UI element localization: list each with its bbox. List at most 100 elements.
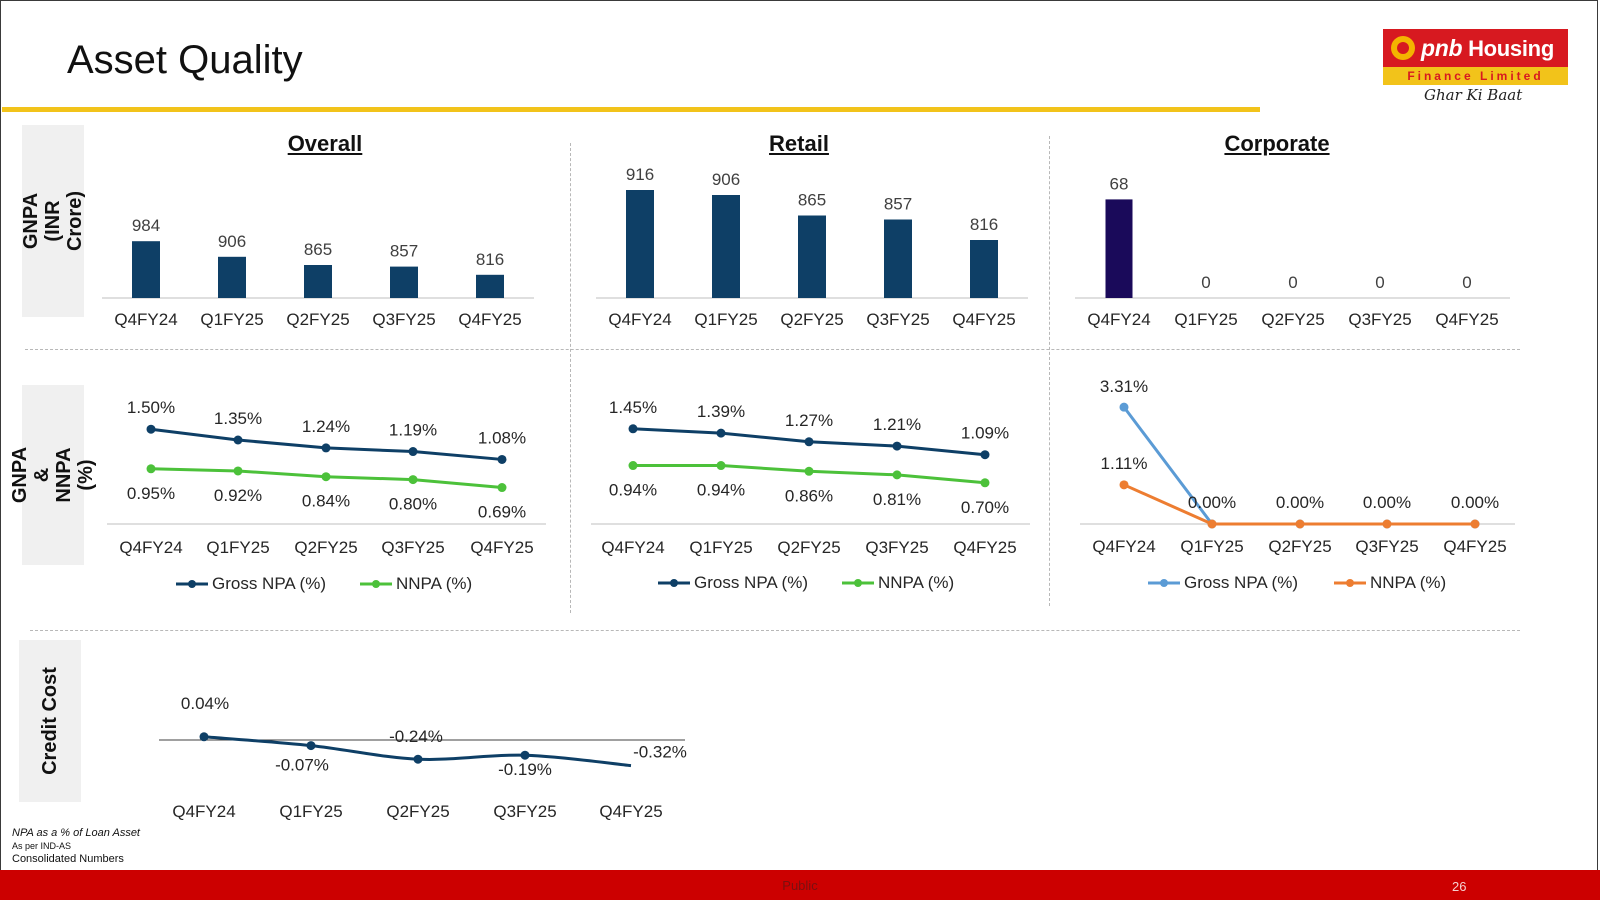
overall_npa-legend-marker — [188, 580, 196, 588]
overall_npa-tick-label: Q3FY25 — [381, 538, 444, 557]
overall_gnpa-data-label: 906 — [218, 232, 246, 251]
retail_gnpa-data-label: 816 — [970, 215, 998, 234]
overall_npa-point — [146, 424, 156, 434]
row-divider-1 — [25, 349, 1520, 350]
classification-label: Public — [782, 878, 818, 893]
overall_gnpa-bar — [476, 274, 504, 298]
retail_gnpa-data-label: 865 — [798, 191, 826, 210]
overall_npa-data-label: 1.19% — [389, 421, 437, 440]
overall_gnpa-data-label: 865 — [304, 240, 332, 259]
credit_cost-point — [520, 750, 530, 760]
overall_gnpa-tick-label: Q4FY24 — [114, 310, 177, 329]
retail_npa-legend-marker — [854, 579, 862, 587]
corporate_gnpa-bar — [1105, 199, 1133, 298]
page-number: 26 — [1452, 879, 1467, 894]
row-label-credit-cost: Credit Cost — [19, 640, 81, 802]
credit_cost-data-label: -0.07% — [275, 756, 329, 775]
overall_npa-tick-label: Q4FY25 — [470, 538, 533, 557]
retail_npa-point — [716, 428, 726, 438]
retail_gnpa-bar — [884, 219, 912, 298]
retail_npa-tick-label: Q4FY24 — [601, 538, 664, 557]
corporate_npa-tick-label: Q1FY25 — [1180, 537, 1243, 556]
retail_gnpa-data-label: 906 — [712, 170, 740, 189]
corporate_gnpa-data-label: 68 — [1110, 174, 1129, 193]
corporate_gnpa-data-label: 0 — [1201, 273, 1210, 292]
corporate_npa-tick-label: Q4FY25 — [1443, 537, 1506, 556]
retail_npa-data-label: 0.94% — [609, 481, 657, 500]
row-label-npa-pct: GNPA & NNPA (%) — [9, 385, 97, 565]
credit_cost-point — [306, 741, 316, 751]
retail_npa-point — [804, 466, 814, 476]
retail_npa-tick-label: Q4FY25 — [953, 538, 1016, 557]
retail_gnpa-tick-label: Q1FY25 — [694, 310, 757, 329]
overall_npa-data-label: 1.50% — [127, 398, 175, 417]
corporate_gnpa-data-label: 0 — [1462, 273, 1471, 292]
overall_npa-data-label: 0.84% — [302, 492, 350, 511]
credit_cost-point — [199, 732, 209, 742]
corporate_npa-point — [1119, 402, 1129, 412]
corporate_npa-legend-marker — [1346, 579, 1354, 587]
col-divider-2 — [1049, 136, 1050, 606]
corporate_npa-data-label: 1.11% — [1101, 454, 1148, 473]
credit_cost-point — [413, 754, 423, 764]
overall_npa-data-label: 0.95% — [127, 484, 175, 503]
overall_gnpa-tick-label: Q3FY25 — [372, 310, 435, 329]
overall_npa-legend-label: Gross NPA (%) — [212, 574, 326, 593]
retail_npa-data-label: 0.70% — [961, 498, 1009, 517]
overall_npa-point — [321, 472, 331, 482]
retail_gnpa-tick-label: Q4FY25 — [952, 310, 1015, 329]
corporate_npa-tick-label: Q3FY25 — [1355, 537, 1418, 556]
corporate_npa-data-label: 0.00% — [1363, 493, 1411, 512]
credit_cost-tick-label: Q1FY25 — [279, 802, 342, 821]
credit_cost-tick-label: Q3FY25 — [493, 802, 556, 821]
overall_npa-data-label: 0.80% — [389, 495, 437, 514]
credit_cost-tick-label: Q4FY24 — [172, 802, 235, 821]
overall_npa-point — [321, 443, 331, 453]
corporate_gnpa-data-label: 0 — [1288, 273, 1297, 292]
overall_npa-point — [233, 466, 243, 476]
credit_cost-tick-label: Q2FY25 — [386, 802, 449, 821]
overall_npa-tick-label: Q2FY25 — [294, 538, 357, 557]
corporate_npa-data-label: 3.31% — [1100, 377, 1148, 396]
corporate_npa-legend-label: Gross NPA (%) — [1184, 573, 1298, 592]
overall_npa-point — [497, 483, 507, 493]
retail_npa-point — [716, 461, 726, 471]
retail_npa-legend-marker — [670, 579, 678, 587]
corporate_gnpa-tick-label: Q2FY25 — [1261, 310, 1324, 329]
overall_gnpa-tick-label: Q2FY25 — [286, 310, 349, 329]
footnote-indas: As per IND-AS — [12, 841, 72, 851]
retail_npa-legend-label: Gross NPA (%) — [694, 573, 808, 592]
retail_gnpa-data-label: 857 — [884, 195, 912, 214]
logo-tagline: Ghar Ki Baat — [1424, 86, 1523, 104]
overall_gnpa-tick-label: Q4FY25 — [458, 310, 521, 329]
title-underline — [2, 107, 1260, 112]
overall_npa-data-label: 1.24% — [302, 417, 350, 436]
overall_gnpa-bar — [304, 265, 332, 298]
overall_npa-tick-label: Q4FY24 — [119, 538, 182, 557]
corporate_npa-legend-marker — [1160, 579, 1168, 587]
panel-title-overall: Overall — [287, 131, 363, 156]
row-divider-2 — [30, 630, 1520, 631]
overall_npa-point — [233, 435, 243, 445]
retail_npa-tick-label: Q1FY25 — [689, 538, 752, 557]
row-label-gnpa: GNPA (INR Crore) — [20, 125, 86, 317]
corporate_npa-legend-label: NNPA (%) — [1370, 573, 1446, 592]
overall_gnpa-data-label: 984 — [132, 216, 160, 235]
panel-title-corporate: Corporate — [1224, 131, 1330, 156]
overall_npa-point — [497, 454, 507, 464]
corporate_npa-tick-label: Q4FY24 — [1092, 537, 1155, 556]
corporate_npa-point — [1207, 519, 1217, 529]
retail_npa-data-label: 1.45% — [609, 398, 657, 417]
footnote-npa: NPA as a % of Loan Asset — [12, 827, 140, 839]
corporate_gnpa-tick-label: Q4FY25 — [1435, 310, 1498, 329]
retail_npa-data-label: 0.94% — [697, 481, 745, 500]
corporate_npa-data-label: 0.00% — [1451, 493, 1499, 512]
retail_npa-data-label: 1.39% — [697, 402, 745, 421]
overall_npa-legend-label: NNPA (%) — [396, 574, 472, 593]
credit_cost-data-label: -0.24% — [389, 727, 443, 746]
retail_npa-point — [980, 450, 990, 460]
retail_npa-point — [980, 478, 990, 488]
overall_npa-data-label: 1.35% — [214, 409, 262, 428]
corporate_npa-point — [1295, 519, 1305, 529]
